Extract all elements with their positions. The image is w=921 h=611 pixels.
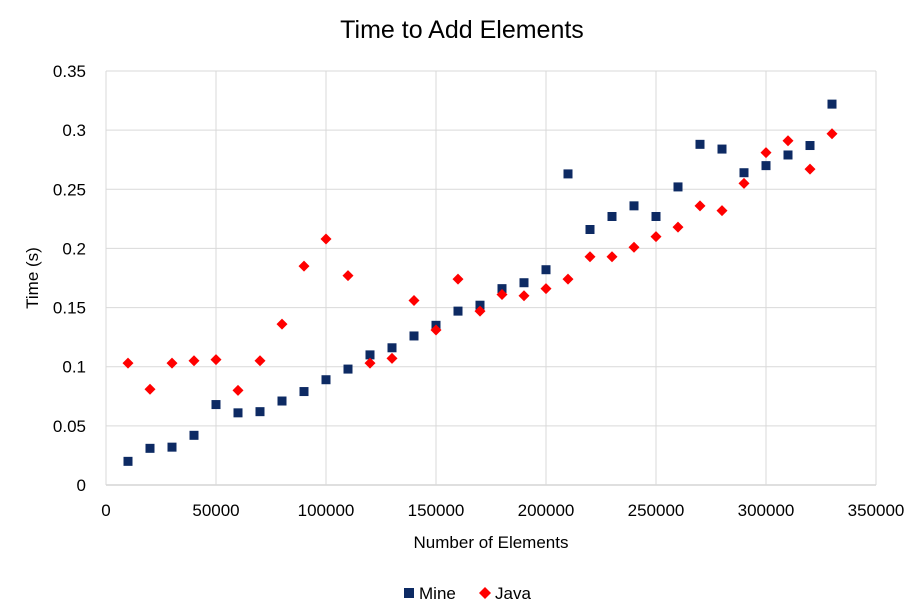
point-mine bbox=[365, 350, 375, 360]
x-axis-label: Number of Elements bbox=[414, 533, 569, 552]
point-mine bbox=[409, 331, 419, 341]
point-mine bbox=[123, 456, 133, 466]
y-tick-labels: 0 0.05 0.1 0.15 0.2 0.25 0.3 0.35 bbox=[53, 62, 86, 495]
point-java bbox=[584, 251, 596, 263]
point-java bbox=[254, 355, 266, 367]
point-mine bbox=[695, 139, 705, 149]
point-mine bbox=[805, 141, 815, 151]
point-mine bbox=[585, 225, 595, 235]
point-java bbox=[430, 324, 442, 336]
point-mine bbox=[211, 400, 221, 410]
point-java bbox=[144, 383, 156, 395]
point-java bbox=[452, 273, 464, 285]
x-tick-label: 200000 bbox=[518, 501, 575, 520]
legend-marker-mine bbox=[404, 588, 414, 598]
point-mine bbox=[233, 408, 243, 418]
point-java bbox=[782, 135, 794, 147]
point-mine bbox=[145, 443, 155, 453]
point-java bbox=[276, 318, 288, 330]
point-java bbox=[716, 205, 728, 217]
chart-title: Time to Add Elements bbox=[340, 16, 584, 44]
point-mine bbox=[761, 161, 771, 171]
point-java bbox=[694, 200, 706, 212]
point-java bbox=[826, 128, 838, 140]
point-java bbox=[342, 270, 354, 282]
point-java bbox=[628, 241, 640, 253]
point-mine bbox=[255, 407, 265, 417]
y-tick-label: 0.1 bbox=[62, 358, 86, 377]
point-java bbox=[386, 352, 398, 364]
point-java bbox=[672, 221, 684, 233]
y-tick-label: 0.35 bbox=[53, 62, 86, 81]
point-mine bbox=[321, 375, 331, 385]
point-mine bbox=[167, 442, 177, 452]
point-mine bbox=[497, 284, 507, 294]
x-tick-label: 250000 bbox=[628, 501, 685, 520]
y-tick-label: 0.15 bbox=[53, 299, 86, 318]
series-mine bbox=[123, 99, 837, 466]
point-java bbox=[364, 357, 376, 369]
y-tick-label: 0 bbox=[77, 476, 86, 495]
legend-marker-java bbox=[479, 587, 491, 599]
point-mine bbox=[299, 387, 309, 397]
point-java bbox=[232, 384, 244, 396]
y-tick-label: 0.05 bbox=[53, 417, 86, 436]
gridlines bbox=[105, 70, 877, 486]
point-mine bbox=[343, 364, 353, 374]
point-mine bbox=[717, 144, 727, 154]
y-tick-label: 0.3 bbox=[62, 121, 86, 140]
data-points bbox=[122, 99, 838, 466]
point-mine bbox=[651, 211, 661, 221]
series-java bbox=[122, 128, 838, 396]
legend-label-java: Java bbox=[495, 584, 531, 603]
point-java bbox=[518, 290, 530, 302]
point-mine bbox=[387, 343, 397, 353]
point-java bbox=[804, 163, 816, 175]
x-tick-label: 350000 bbox=[848, 501, 905, 520]
point-mine bbox=[541, 265, 551, 275]
x-tick-labels: 0 50000 100000 150000 200000 250000 300000 3500… bbox=[101, 501, 904, 520]
x-tick-label: 50000 bbox=[192, 501, 239, 520]
x-tick-label: 150000 bbox=[408, 501, 465, 520]
point-mine bbox=[783, 150, 793, 160]
point-java bbox=[408, 294, 420, 306]
point-mine bbox=[739, 168, 749, 178]
legend: Mine Java bbox=[404, 584, 531, 603]
point-java bbox=[606, 251, 618, 263]
point-java bbox=[474, 305, 486, 317]
point-java bbox=[738, 177, 750, 189]
point-java bbox=[760, 147, 772, 159]
point-java bbox=[188, 355, 200, 367]
point-java bbox=[562, 273, 574, 285]
legend-label-mine: Mine bbox=[419, 584, 456, 603]
x-tick-label: 100000 bbox=[298, 501, 355, 520]
y-tick-label: 0.2 bbox=[62, 239, 86, 258]
point-mine bbox=[277, 396, 287, 406]
point-mine bbox=[629, 201, 639, 211]
point-mine bbox=[453, 306, 463, 316]
point-mine bbox=[475, 300, 485, 310]
point-java bbox=[210, 354, 222, 366]
x-tick-label: 300000 bbox=[738, 501, 795, 520]
point-java bbox=[320, 233, 332, 245]
point-java bbox=[540, 283, 552, 295]
point-mine bbox=[563, 169, 573, 179]
point-java bbox=[122, 357, 134, 369]
y-axis-label: Time (s) bbox=[23, 247, 42, 309]
point-mine bbox=[607, 211, 617, 221]
point-java bbox=[166, 357, 178, 369]
point-mine bbox=[827, 99, 837, 109]
y-tick-label: 0.25 bbox=[53, 180, 86, 199]
x-tick-label: 0 bbox=[101, 501, 110, 520]
point-mine bbox=[519, 278, 529, 288]
point-mine bbox=[673, 182, 683, 192]
point-mine bbox=[189, 430, 199, 440]
point-java bbox=[298, 260, 310, 272]
point-java bbox=[650, 231, 662, 243]
point-java bbox=[496, 289, 508, 301]
